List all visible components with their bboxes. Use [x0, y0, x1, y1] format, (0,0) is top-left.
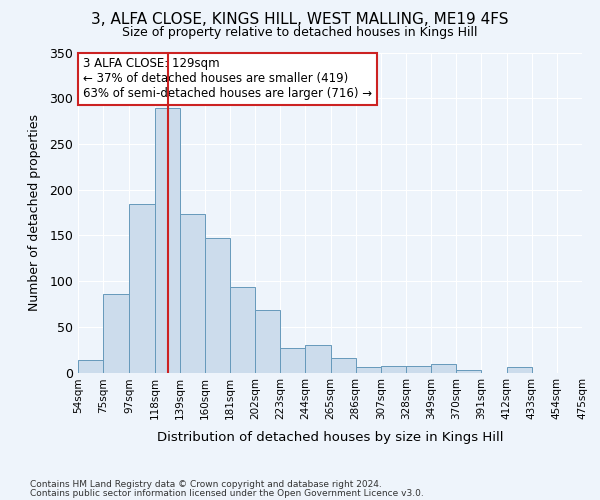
- Bar: [356, 367, 381, 372]
- Text: Contains HM Land Registry data © Crown copyright and database right 2024.: Contains HM Land Registry data © Crown c…: [30, 480, 382, 489]
- Bar: [130, 204, 155, 372]
- Bar: [255, 310, 280, 372]
- Bar: [280, 348, 305, 372]
- Bar: [381, 366, 406, 372]
- Bar: [230, 288, 255, 372]
- Bar: [406, 366, 431, 372]
- Bar: [431, 364, 456, 372]
- Text: 3, ALFA CLOSE, KINGS HILL, WEST MALLING, ME19 4FS: 3, ALFA CLOSE, KINGS HILL, WEST MALLING,…: [91, 12, 509, 28]
- X-axis label: Distribution of detached houses by size in Kings Hill: Distribution of detached houses by size …: [157, 430, 503, 444]
- Bar: [305, 345, 331, 372]
- Bar: [103, 294, 130, 372]
- Y-axis label: Number of detached properties: Number of detached properties: [28, 114, 41, 311]
- Bar: [506, 367, 532, 372]
- Text: 3 ALFA CLOSE: 129sqm
← 37% of detached houses are smaller (419)
63% of semi-deta: 3 ALFA CLOSE: 129sqm ← 37% of detached h…: [83, 58, 372, 100]
- Bar: [155, 108, 180, 372]
- Bar: [205, 238, 230, 372]
- Bar: [331, 358, 356, 372]
- Text: Size of property relative to detached houses in Kings Hill: Size of property relative to detached ho…: [122, 26, 478, 39]
- Text: Contains public sector information licensed under the Open Government Licence v3: Contains public sector information licen…: [30, 489, 424, 498]
- Bar: [180, 214, 205, 372]
- Bar: [456, 370, 481, 372]
- Bar: [78, 360, 103, 372]
